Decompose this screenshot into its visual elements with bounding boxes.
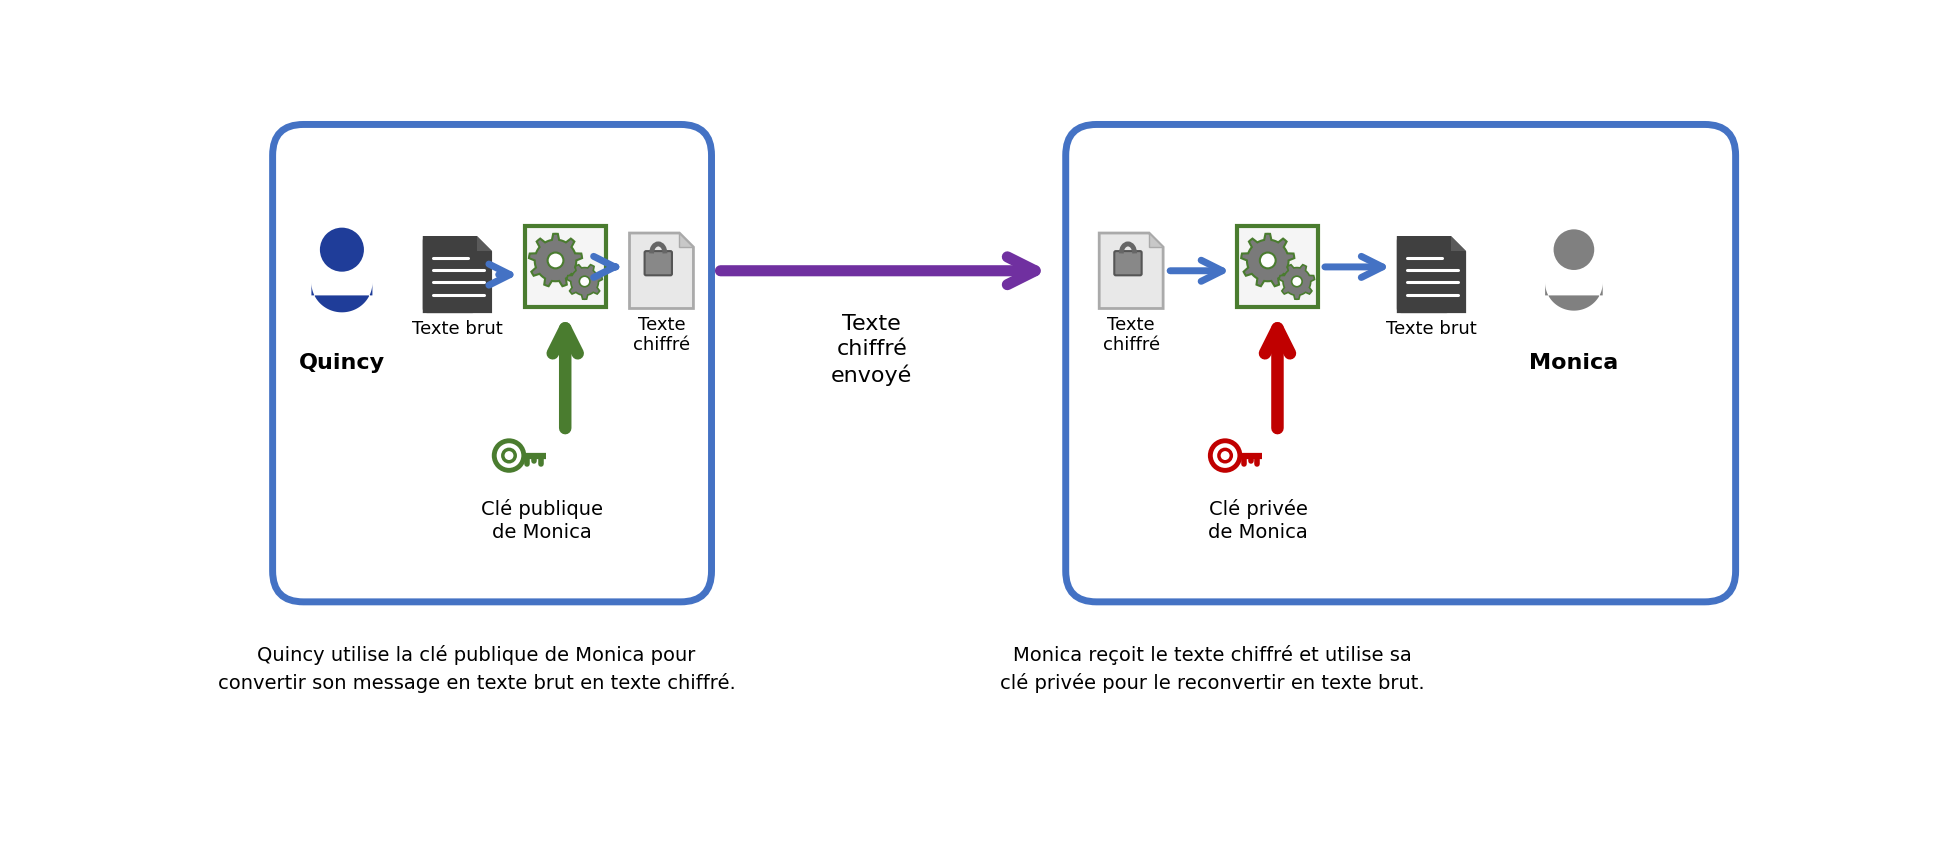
Circle shape	[548, 253, 564, 269]
Text: Clé publique
de Monica: Clé publique de Monica	[481, 498, 603, 542]
Circle shape	[1292, 277, 1301, 287]
Text: Texte
chiffré: Texte chiffré	[1102, 315, 1161, 354]
Polygon shape	[311, 284, 372, 313]
Text: Texte brut: Texte brut	[1386, 320, 1478, 338]
Polygon shape	[679, 233, 693, 248]
Text: Texte
chiffré
envoyé: Texte chiffré envoyé	[832, 314, 912, 385]
FancyBboxPatch shape	[423, 237, 478, 314]
Polygon shape	[528, 234, 581, 287]
Polygon shape	[1397, 237, 1450, 314]
Polygon shape	[478, 237, 491, 252]
Polygon shape	[1546, 284, 1603, 311]
FancyBboxPatch shape	[1067, 125, 1736, 602]
Circle shape	[1260, 253, 1276, 269]
Text: Monica reçoit le texte chiffré et utilise sa
clé privée pour le reconvertir en t: Monica reçoit le texte chiffré et utilis…	[1000, 644, 1425, 693]
Polygon shape	[630, 233, 693, 309]
FancyBboxPatch shape	[1237, 227, 1317, 308]
Circle shape	[579, 277, 589, 287]
FancyBboxPatch shape	[272, 125, 712, 602]
Circle shape	[1554, 230, 1595, 271]
Text: Texte
chiffré: Texte chiffré	[632, 315, 691, 354]
Polygon shape	[1149, 233, 1162, 248]
Polygon shape	[568, 265, 603, 300]
FancyBboxPatch shape	[524, 227, 605, 308]
Polygon shape	[1450, 237, 1466, 252]
Polygon shape	[1397, 237, 1466, 314]
Text: Quincy utilise la clé publique de Monica pour
convertir son message en texte bru: Quincy utilise la clé publique de Monica…	[217, 644, 736, 693]
Text: Texte brut: Texte brut	[413, 320, 503, 338]
FancyBboxPatch shape	[1397, 237, 1450, 314]
Text: Quincy: Quincy	[299, 352, 386, 372]
Text: Monica: Monica	[1528, 352, 1618, 372]
Polygon shape	[1241, 234, 1294, 287]
Text: Clé privée
de Monica: Clé privée de Monica	[1207, 498, 1307, 542]
FancyBboxPatch shape	[1114, 252, 1141, 276]
Polygon shape	[1100, 233, 1162, 309]
Polygon shape	[423, 237, 478, 314]
FancyBboxPatch shape	[644, 252, 671, 276]
Polygon shape	[423, 237, 491, 314]
Polygon shape	[1280, 265, 1315, 300]
Circle shape	[319, 228, 364, 273]
